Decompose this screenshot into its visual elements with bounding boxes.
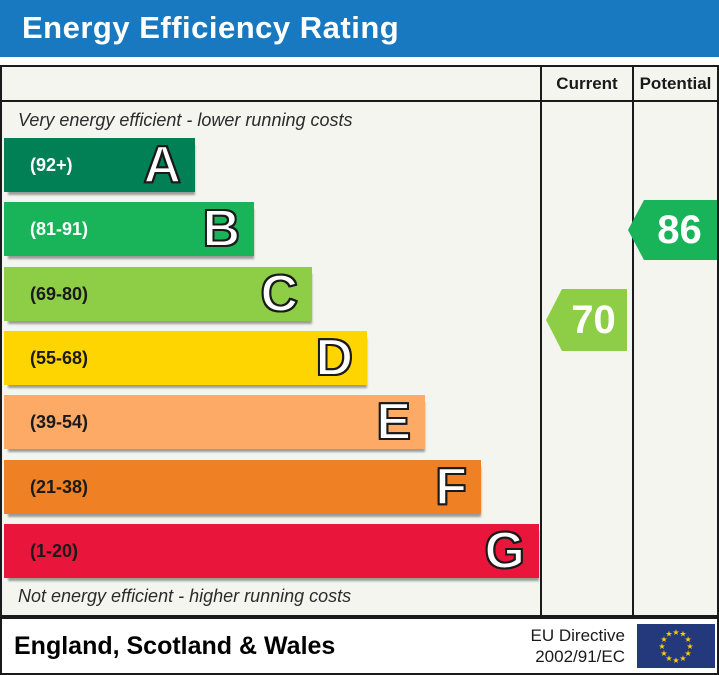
band-row-d: (55-68) D — [4, 329, 367, 387]
current-rating-marker: 70 — [546, 289, 627, 351]
rating-table: Current Potential Very energy efficient … — [0, 65, 719, 617]
svg-text:★: ★ — [672, 656, 679, 665]
svg-text:★: ★ — [660, 649, 667, 658]
region-label: England, Scotland & Wales — [14, 631, 336, 660]
svg-text:★: ★ — [679, 630, 686, 639]
band-range-label: (39-54) — [30, 411, 89, 432]
band-range-label: (1-20) — [30, 540, 79, 561]
header-cell-current: Current — [540, 67, 632, 100]
band-row-b: (81-91) B — [4, 200, 254, 258]
band-letter: D — [314, 329, 354, 387]
band-row-a: (92+) A — [4, 136, 195, 194]
svg-text:★: ★ — [686, 642, 693, 651]
potential-rating-marker: 86 — [628, 200, 717, 260]
table-body-row: Very energy efficient - lower running co… — [2, 102, 717, 615]
band-letter: E — [375, 393, 412, 451]
band-row-g: (1-20) G — [4, 522, 539, 580]
svg-text:★: ★ — [672, 628, 679, 637]
potential-rating-column: 86 — [628, 102, 717, 615]
top-caption: Very energy efficient - lower running co… — [18, 110, 353, 130]
band-row-e: (39-54) E — [4, 393, 425, 451]
svg-text:★: ★ — [660, 635, 667, 644]
svg-text:★: ★ — [665, 654, 672, 663]
svg-text:★: ★ — [665, 630, 672, 639]
bands-chart-area: Very energy efficient - lower running co… — [2, 102, 540, 615]
svg-text:★: ★ — [679, 654, 686, 663]
band-letter: F — [434, 458, 468, 516]
eu-flag-icon: ★ ★ ★ ★ ★ ★ ★ ★ ★ ★ ★ ★ — [637, 624, 715, 668]
table-header-row: Current Potential — [2, 67, 717, 102]
header-cell-potential: Potential — [632, 67, 717, 100]
current-rating-marker-value: 70 — [571, 297, 616, 342]
eu-directive-line1: EU Directive — [530, 626, 625, 645]
chart-title: Energy Efficiency Rating — [22, 10, 400, 45]
band-range-label: (55-68) — [30, 347, 89, 368]
eu-directive-label: EU Directive 2002/91/EC — [531, 625, 625, 667]
potential-rating-marker-value: 86 — [657, 207, 702, 252]
band-range-label: (21-38) — [30, 476, 89, 497]
svg-text:★: ★ — [685, 649, 692, 658]
eu-directive-line2: 2002/91/EC — [535, 647, 625, 666]
band-range-label: (92+) — [30, 154, 73, 175]
band-letter: G — [484, 522, 526, 580]
chart-title-bar: Energy Efficiency Rating — [0, 0, 719, 57]
current-rating-column: 70 — [540, 102, 632, 615]
band-row-f: (21-38) F — [4, 458, 481, 516]
svg-text:★: ★ — [658, 642, 665, 651]
band-range-label: (81-91) — [30, 218, 89, 239]
bottom-caption: Not energy efficient - higher running co… — [18, 586, 352, 606]
band-row-c: (69-80) C — [4, 265, 312, 323]
band-letter: B — [201, 200, 241, 258]
band-range-label: (69-80) — [30, 283, 89, 304]
footer-bar: England, Scotland & Wales EU Directive 2… — [0, 617, 719, 675]
header-cell-empty — [2, 67, 540, 100]
band-letter: A — [142, 136, 182, 194]
svg-text:★: ★ — [685, 635, 692, 644]
band-letter: C — [259, 265, 299, 323]
